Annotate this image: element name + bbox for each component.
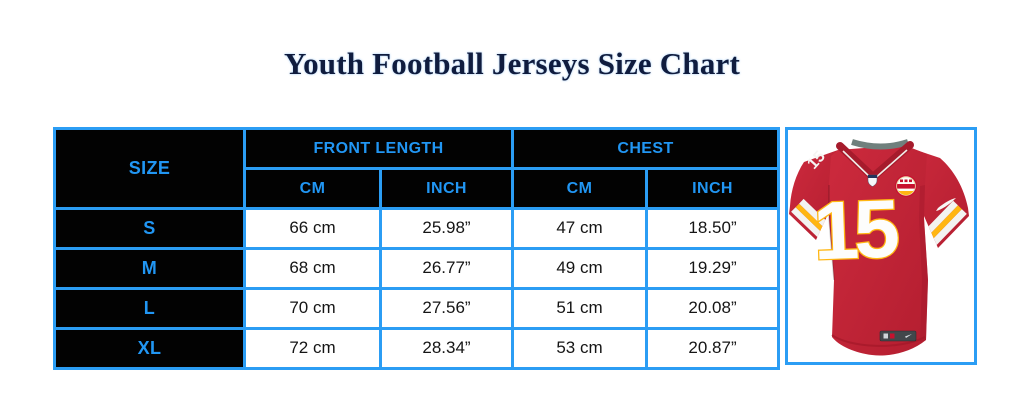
size-label-s: S — [53, 207, 246, 250]
header-row-units: CM INCH CM INCH — [55, 167, 781, 210]
size-label-l: L — [53, 287, 246, 330]
subheader-chest-cm: CM — [511, 167, 648, 210]
cell-chest-inch: 19.29” — [644, 247, 781, 290]
cell-front-inch: 28.34” — [379, 327, 514, 370]
chiefs-patch-icon — [895, 175, 918, 197]
subheader-front-inch: INCH — [379, 167, 514, 210]
table-row: L 70 cm 27.56” 51 cm 20.08” — [53, 287, 781, 330]
page-title: Youth Football Jerseys Size Chart — [283, 46, 741, 81]
cell-chest-cm: 47 cm — [511, 207, 648, 250]
col-header-front-length: FRONT LENGTH — [243, 127, 514, 170]
cell-chest-cm: 53 cm — [511, 327, 648, 370]
cell-chest-inch: 18.50” — [644, 207, 781, 250]
jersey-chest-number: 15 — [812, 183, 900, 277]
cell-front-inch: 25.98” — [379, 207, 514, 250]
cell-chest-cm: 51 cm — [511, 287, 648, 330]
cell-front-inch: 26.77” — [379, 247, 514, 290]
cell-front-inch: 27.56” — [379, 287, 514, 330]
size-chart-container: SIZE FRONT LENGTH CHEST CM INCH CM INCH … — [53, 127, 978, 370]
cell-front-cm: 66 cm — [243, 207, 382, 250]
cell-front-cm: 70 cm — [243, 287, 382, 330]
jock-tag — [879, 330, 917, 342]
size-label-m: M — [53, 247, 246, 290]
col-header-size: SIZE — [53, 127, 246, 210]
jersey-shading — [919, 185, 929, 342]
subheader-chest-inch: INCH — [644, 167, 781, 210]
nfl-shield-icon — [867, 174, 878, 187]
nike-swoosh-icon — [936, 198, 957, 211]
jersey-body — [829, 145, 929, 356]
size-table: SIZE FRONT LENGTH CHEST CM INCH CM INCH … — [53, 127, 781, 370]
header-row-groups: SIZE FRONT LENGTH CHEST — [53, 127, 781, 210]
jersey-left-sleeve — [789, 150, 839, 240]
inner-collar-strip — [851, 139, 909, 150]
cell-chest-inch: 20.08” — [644, 287, 781, 330]
jersey-image: 15 15 — [789, 139, 970, 356]
cell-chest-inch: 20.87” — [644, 327, 781, 370]
size-label-xl: XL — [53, 327, 246, 370]
table-row: M 68 cm 26.77” 49 cm 19.29” — [53, 247, 781, 290]
jersey-photo-panel: 15 15 — [785, 127, 978, 365]
table-row: S 66 cm 25.98” 47 cm 18.50” — [53, 207, 781, 250]
cell-front-cm: 72 cm — [243, 327, 382, 370]
cell-chest-cm: 49 cm — [511, 247, 648, 290]
table-row: XL 72 cm 28.34” 53 cm 20.87” — [53, 327, 781, 370]
col-header-chest: CHEST — [510, 127, 781, 170]
cell-front-cm: 68 cm — [243, 247, 382, 290]
subheader-front-cm: CM — [243, 167, 382, 210]
